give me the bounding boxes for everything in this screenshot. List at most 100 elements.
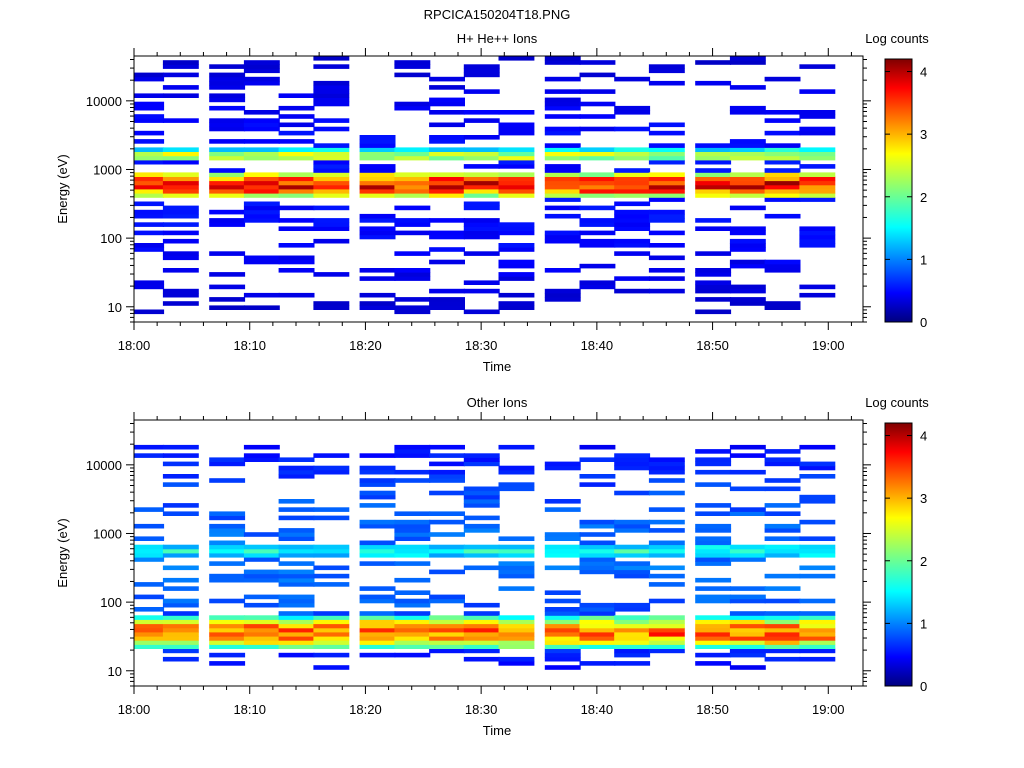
heatmap-cell	[209, 640, 246, 645]
heatmap-cell	[394, 453, 431, 458]
heatmap-cell	[544, 565, 581, 571]
heatmap-cell	[764, 151, 801, 157]
heatmap-cell	[278, 155, 315, 161]
heatmap-cell	[134, 159, 165, 165]
heatmap-cell	[429, 594, 465, 600]
heatmap-cell	[648, 582, 685, 587]
x-tick-label: 18:10	[233, 338, 266, 353]
heatmap-cell	[614, 523, 651, 529]
heatmap-cell	[648, 80, 685, 86]
heatmap-cell	[799, 553, 836, 558]
heatmap-cell	[209, 80, 246, 86]
heatmap-cell	[695, 309, 732, 315]
heatmap-cell	[799, 494, 836, 500]
heatmap-cell	[359, 586, 396, 591]
colorbar: 0 1 2 3 4 Log counts	[865, 31, 929, 330]
heatmap-cell	[695, 652, 732, 658]
heatmap-cell	[614, 288, 651, 294]
heatmap-cell	[359, 540, 396, 546]
heatmap-cell	[463, 251, 500, 256]
heatmap-cell	[313, 180, 350, 186]
heatmap-cell	[134, 623, 165, 629]
heatmap-cell	[614, 110, 651, 115]
heatmap-cell	[429, 532, 465, 537]
heatmap-cell	[764, 461, 801, 467]
heatmap-cell	[209, 284, 246, 290]
heatmap-cell	[134, 72, 165, 78]
heatmap-cell	[544, 126, 581, 132]
heatmap-cell	[243, 577, 280, 583]
heatmap-cell	[695, 288, 732, 294]
heatmap-cell	[209, 548, 246, 554]
heatmap-cell	[162, 255, 199, 261]
heatmap-cell	[463, 72, 500, 78]
heatmap-cell	[579, 230, 616, 236]
heatmap-cell	[162, 611, 199, 616]
heatmap-cell	[162, 60, 199, 65]
heatmap-cell	[359, 139, 396, 144]
heatmap-cell	[579, 615, 616, 620]
heatmap-cell	[463, 619, 500, 625]
heatmap-cell	[429, 511, 465, 516]
heatmap-cell	[579, 474, 616, 479]
heatmap-cell	[799, 126, 836, 132]
heatmap-cell	[278, 632, 315, 637]
heatmap-cell	[278, 536, 315, 541]
heatmap-cell	[243, 213, 280, 219]
heatmap-cell	[162, 602, 199, 608]
heatmap-cell	[799, 238, 836, 244]
heatmap-cell	[278, 474, 315, 479]
heatmap-cell	[614, 218, 651, 223]
heatmap-cell	[463, 135, 500, 140]
heatmap-cell	[799, 565, 836, 571]
heatmap-cell	[162, 627, 199, 633]
heatmap-cell	[394, 469, 431, 475]
heatmap-cell	[544, 151, 581, 157]
heatmap-cell	[764, 640, 801, 645]
heatmap-cell	[429, 259, 465, 265]
x-tick-label: 18:00	[118, 702, 151, 717]
y-tick-label: 10000	[86, 458, 122, 473]
heatmap-cell	[243, 627, 280, 633]
heatmap-cell	[544, 465, 581, 471]
heatmap-cell	[463, 118, 500, 123]
heatmap-cell	[729, 507, 766, 512]
heatmap-cell	[359, 218, 396, 223]
heatmap-cell	[429, 230, 465, 236]
heatmap-cell	[729, 632, 766, 637]
heatmap-cell	[648, 172, 685, 177]
heatmap-cell	[394, 151, 431, 157]
heatmap-cell	[614, 76, 651, 82]
heatmap-cell	[209, 297, 246, 302]
heatmap-cell	[209, 222, 246, 227]
heatmap-cell	[429, 234, 465, 240]
heatmap-cell	[799, 176, 836, 182]
heatmap-cell	[463, 89, 500, 94]
heatmap-cell	[359, 611, 396, 616]
heatmap-cell	[243, 457, 280, 462]
heatmap-cell	[359, 147, 396, 152]
heatmap-cell	[134, 280, 165, 285]
heatmap-cell	[394, 548, 431, 554]
heatmap-cell	[278, 243, 315, 248]
heatmap-cell	[764, 130, 801, 136]
heatmap-cell	[278, 640, 315, 645]
heatmap-cell	[463, 627, 500, 633]
heatmap-cell	[359, 482, 396, 487]
heatmap-cell	[463, 640, 500, 645]
heatmap-cell	[359, 234, 396, 240]
heatmap-cell	[498, 147, 535, 152]
heatmap-cell	[648, 615, 685, 620]
heatmap-cell	[162, 147, 199, 152]
heatmap-cell	[394, 577, 431, 583]
heatmap-cell	[313, 272, 350, 277]
colorbar-tick-label: 1	[920, 252, 927, 267]
heatmap-cell	[498, 536, 535, 541]
heatmap-cell	[162, 598, 199, 604]
heatmap-cell	[614, 615, 651, 620]
heatmap-cell	[544, 184, 581, 190]
heatmap-cell	[463, 288, 500, 294]
heatmap-cell	[498, 569, 535, 575]
heatmap-cell	[648, 469, 685, 475]
heatmap-cell	[544, 288, 581, 294]
